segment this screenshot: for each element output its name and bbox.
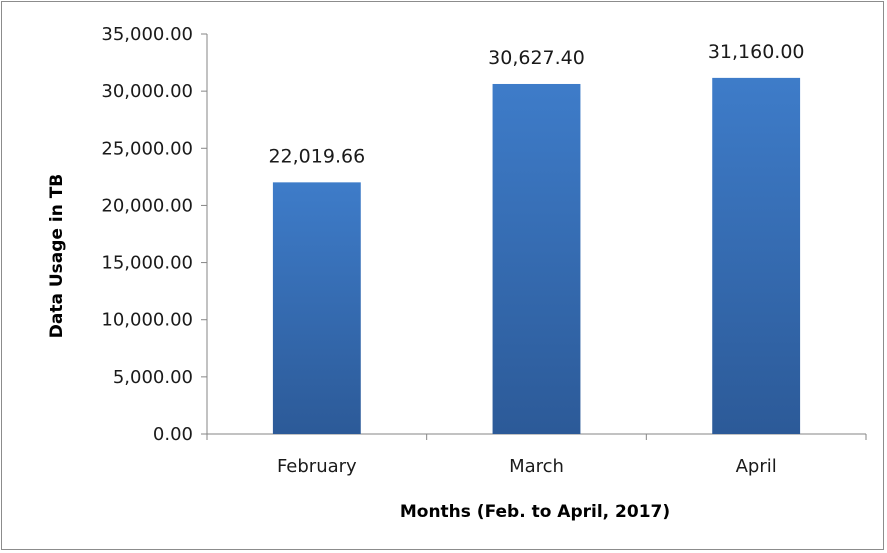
data-label: 22,019.66 [268, 145, 365, 167]
y-tick-label: 0.00 [153, 424, 193, 445]
y-tick-label: 5,000.00 [113, 367, 193, 388]
y-tick-label: 20,000.00 [101, 195, 193, 216]
x-tick-label: March [509, 456, 564, 477]
data-label: 30,627.40 [488, 47, 585, 69]
bar-april [712, 77, 801, 434]
y-axis-title: Data Usage in TB [47, 174, 67, 339]
y-tick-label: 15,000.00 [101, 253, 193, 274]
x-axis-title: Months (Feb. to April, 2017) [400, 502, 670, 522]
bar-february [272, 182, 361, 434]
y-tick-label: 30,000.00 [101, 81, 193, 102]
y-tick-label: 10,000.00 [101, 310, 193, 331]
x-tick-label: February [277, 456, 357, 477]
data-label: 31,160.00 [708, 41, 805, 63]
y-tick-label: 25,000.00 [101, 138, 193, 159]
y-tick-label: 35,000.00 [101, 24, 193, 45]
bar-march [492, 83, 581, 435]
x-tick-label: April [736, 456, 777, 477]
